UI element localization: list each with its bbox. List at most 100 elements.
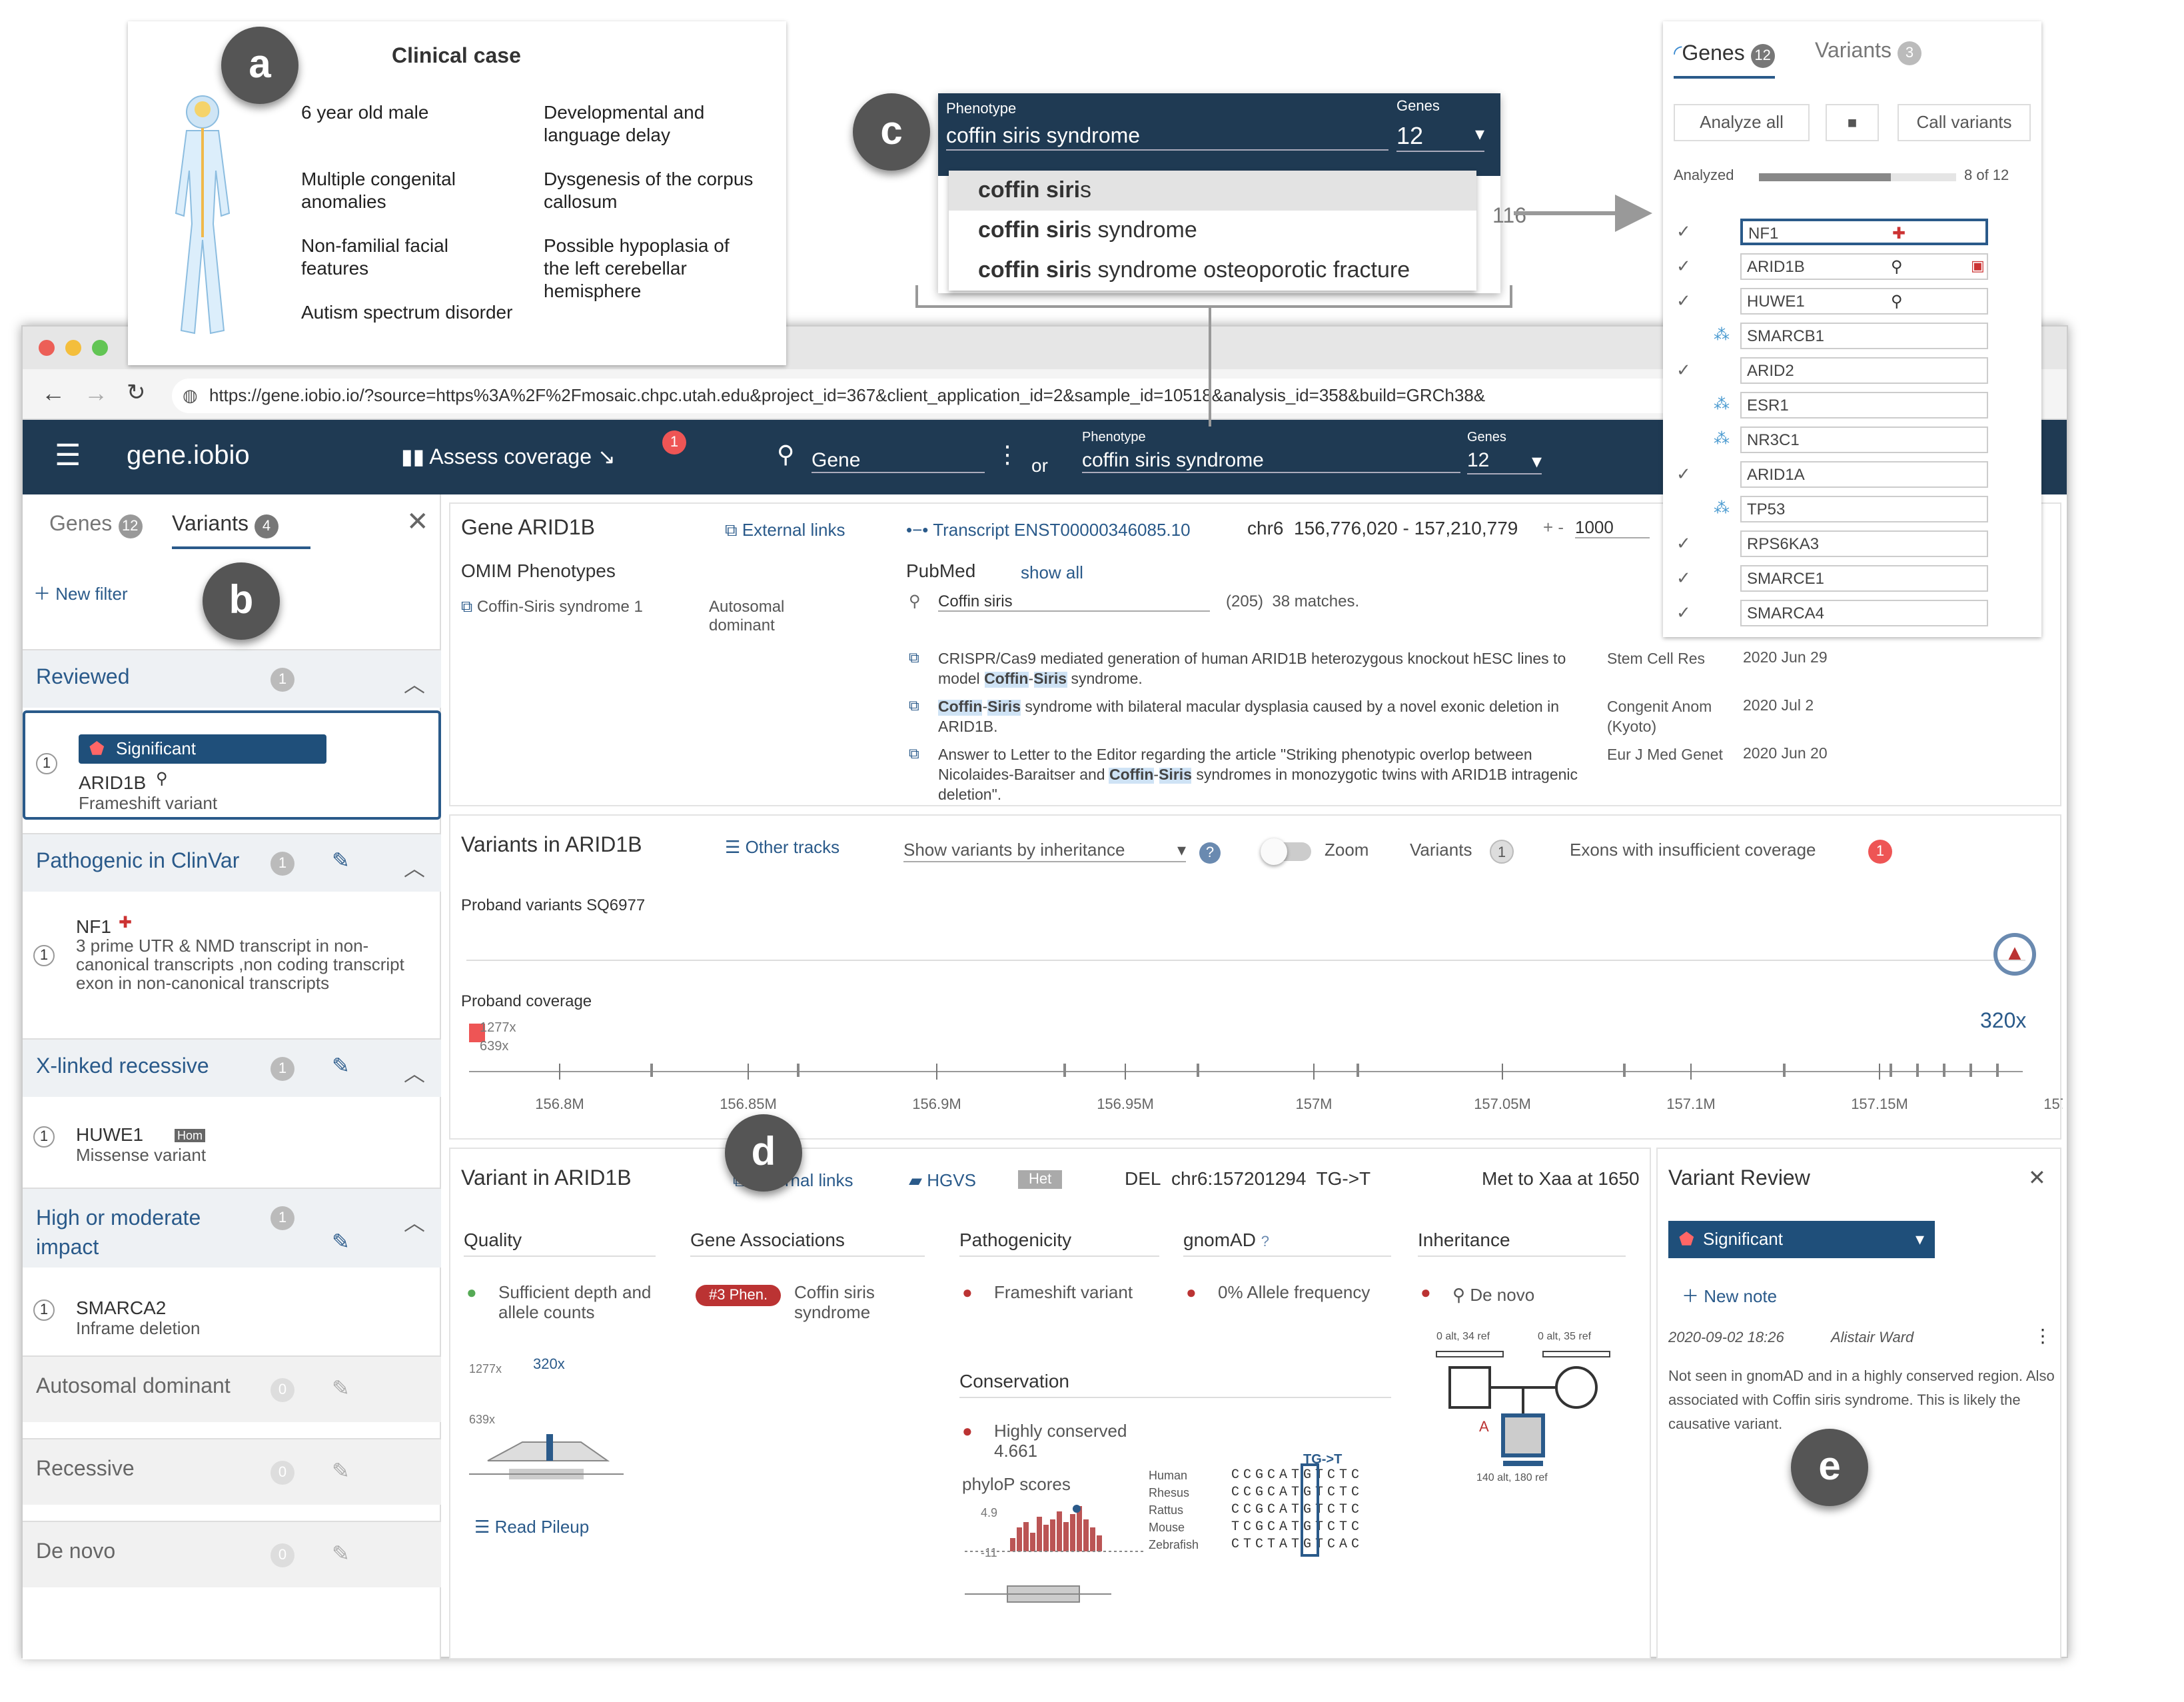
edit-icon[interactable]: ✎ <box>332 1461 350 1483</box>
loading-icon: ⁂ <box>1714 325 1730 344</box>
inheritance-select[interactable]: Show variants by inheritance ▾ <box>903 840 1186 862</box>
back-icon[interactable]: ← <box>41 380 65 407</box>
chevron-up-icon[interactable]: ︿ <box>404 674 426 697</box>
section-reviewed[interactable]: Reviewed 1 ︿ <box>23 649 441 708</box>
pub-text: Coffin <box>984 672 1029 688</box>
zoom-toggle[interactable] <box>1261 838 1311 865</box>
gene-item-arid1b[interactable]: ARID1B ⚲ ▣ <box>1740 253 1988 280</box>
gene-item-smarca4[interactable]: SMARCA4 <box>1740 600 1988 626</box>
gene-item-smarcb1[interactable]: SMARCB1 <box>1740 323 1988 349</box>
help-icon[interactable]: ? <box>1199 842 1221 864</box>
note-author: Alistair Ward <box>1831 1330 1914 1346</box>
edit-icon[interactable]: ✎ <box>332 1378 350 1401</box>
edit-icon[interactable]: ✎ <box>332 1056 350 1078</box>
reload-icon[interactable]: ↻ <box>127 380 146 405</box>
phenotype-suggestion[interactable]: coffin siris syndrome osteoporotic fract… <box>949 251 1476 291</box>
gene-item-arid1a[interactable]: ARID1A <box>1740 461 1988 488</box>
check-icon: ● <box>466 1282 477 1302</box>
variant-card-arid1b[interactable]: ⬟ Significant 1 ARID1B ⚲ Frameshift varia… <box>23 710 441 820</box>
omim-inheritance: Autosomal dominant <box>709 597 785 634</box>
variant-marker[interactable]: ▲ <box>1993 933 2036 976</box>
gene-item-esr1[interactable]: ESR1 <box>1740 392 1988 419</box>
phenotype-suggestion[interactable]: coffin siris syndrome <box>949 211 1476 251</box>
proband-counts: 140 alt, 180 ref <box>1476 1471 1548 1483</box>
pubmed-title[interactable]: Answer to Letter to the Editor regarding… <box>938 746 1591 806</box>
new-filter-button[interactable]: ＋ New filter <box>33 584 128 604</box>
maximize-window-button[interactable] <box>92 340 108 356</box>
edit-icon[interactable]: ✎ <box>332 850 350 873</box>
sequence: CCGCATGTCTC <box>1231 1469 1364 1483</box>
omim-link[interactable]: ⧉ Coffin-Siris syndrome 1 <box>461 597 643 616</box>
more-options-icon[interactable]: ⋮ <box>995 441 1019 468</box>
flank-input[interactable]: 1000 <box>1575 517 1650 538</box>
external-links-button[interactable]: ⧉ External links <box>725 520 845 540</box>
variant-card-huwe1[interactable]: 1 HUWE1 Hom Missense variant <box>23 1097 441 1188</box>
omim-label: OMIM Phenotypes <box>461 560 616 581</box>
gene-item-nf1[interactable]: NF1 ✚ <box>1740 219 1988 245</box>
phylop-label: phyloP scores <box>962 1474 1071 1494</box>
tab-genes[interactable]: Genes 12 <box>49 513 143 538</box>
section-recessive[interactable]: Recessive 0 ✎ <box>23 1438 441 1505</box>
section-xlinked[interactable]: X-linked recessive 1 ✎ ︿ <box>23 1038 441 1097</box>
review-status-select[interactable]: ⬟ Significant ▾ <box>1668 1221 1935 1258</box>
chevron-up-icon[interactable]: ︿ <box>404 1064 426 1086</box>
external-link-icon[interactable]: ⧉ <box>909 650 919 666</box>
pubmed-title[interactable]: Coffin-Siris syndrome with bilateral mac… <box>938 698 1591 738</box>
close-icon[interactable]: ✕ <box>2028 1168 2046 1190</box>
gene-item-tp53[interactable]: TP53 <box>1740 496 1988 522</box>
variant-type: Missense variant <box>76 1145 207 1165</box>
phenotype-input[interactable]: coffin siris syndrome <box>1082 449 1460 473</box>
assess-coverage-button[interactable]: ▮▮ Assess coverage ↘ <box>401 446 616 469</box>
genes-select[interactable]: 12 ▾ <box>1396 123 1484 152</box>
section-autosomal-dominant[interactable]: Autosomal dominant 0 ✎ <box>23 1355 441 1422</box>
gene-item-huwe1[interactable]: HUWE1 ⚲ <box>1740 288 1988 315</box>
tab-genes[interactable]: ◜Genes 12 <box>1674 40 1775 79</box>
transcript-button[interactable]: •−• Transcript ENST00000346085.10 <box>906 520 1191 540</box>
pubmed-search-input[interactable]: Coffin siris <box>938 592 1210 612</box>
gene-item-arid2[interactable]: ARID2 <box>1740 357 1988 384</box>
external-link-icon[interactable]: ⧉ <box>909 746 919 762</box>
gene-check-icon: ✓ <box>1676 291 1691 311</box>
menu-icon[interactable]: ☰ <box>55 438 81 472</box>
close-window-button[interactable] <box>39 340 55 356</box>
phenotype-input[interactable]: coffin siris syndrome <box>946 125 1388 151</box>
chevron-up-icon[interactable]: ︿ <box>404 858 426 881</box>
hgvs-button[interactable]: ▰ HGVS <box>909 1170 976 1190</box>
low-coverage-marker[interactable] <box>469 1024 485 1042</box>
section-denovo[interactable]: De novo 0 ✎ <box>23 1521 441 1587</box>
read-pileup-button[interactable]: ☰ Read Pileup <box>474 1517 590 1537</box>
stop-button[interactable]: ■ <box>1826 104 1879 141</box>
close-icon[interactable]: ✕ <box>406 508 429 537</box>
gene-item-nr3c1[interactable]: NR3C1 <box>1740 426 1988 453</box>
variant-card-nf1[interactable]: 1 NF1 ✚ 3 prime UTR & NMD transcript in … <box>23 892 441 1038</box>
section-clinvar[interactable]: Pathogenic in ClinVar 1 ✎ ︿ <box>23 833 441 892</box>
edit-icon[interactable]: ✎ <box>332 1543 350 1566</box>
quality-heading: Quality <box>464 1229 656 1257</box>
section-title: High or moderate impact <box>36 1208 201 1260</box>
other-tracks-button[interactable]: ☰ Other tracks <box>725 837 840 857</box>
show-all-link[interactable]: show all <box>1021 562 1083 582</box>
edit-icon[interactable]: ✎ <box>332 1232 350 1254</box>
tab-variants[interactable]: Variants 3 <box>1815 40 1921 65</box>
gene-item-smarce1[interactable]: SMARCE1 <box>1740 565 1988 592</box>
section-impact[interactable]: High or moderate impact 1 ✎ ︿ <box>23 1188 441 1268</box>
axis-tick-label: 156.95M <box>1097 1096 1154 1112</box>
help-icon[interactable]: ? <box>1261 1234 1269 1250</box>
pubmed-title[interactable]: CRISPR/Cas9 mediated generation of human… <box>938 650 1591 690</box>
new-note-button[interactable]: ＋ New note <box>1682 1286 1778 1306</box>
suggestion-match: coffin siri <box>978 257 1081 283</box>
forward-icon[interactable]: → <box>84 380 108 407</box>
analyze-all-button[interactable]: Analyze all <box>1674 104 1810 141</box>
gene-search-input[interactable]: Gene <box>812 449 985 473</box>
minimize-window-button[interactable] <box>65 340 81 356</box>
call-variants-button[interactable]: Call variants <box>1898 104 2031 141</box>
phenotype-suggestion[interactable]: coffin siris <box>949 171 1476 211</box>
tab-variants[interactable]: Variants 4 <box>172 513 310 549</box>
genes-count-select[interactable]: 12 ▾ <box>1467 449 1542 474</box>
variant-card-smarca2[interactable]: 1 SMARCA2 Inframe deletion <box>23 1268 441 1355</box>
external-link-icon[interactable]: ⧉ <box>909 698 919 714</box>
note-menu-icon[interactable]: ⋮ <box>2033 1325 2052 1346</box>
chevron-up-icon[interactable]: ︿ <box>404 1213 426 1236</box>
pub-text: Siris <box>1159 768 1192 784</box>
gene-item-rps6ka3[interactable]: RPS6KA3 <box>1740 530 1988 557</box>
